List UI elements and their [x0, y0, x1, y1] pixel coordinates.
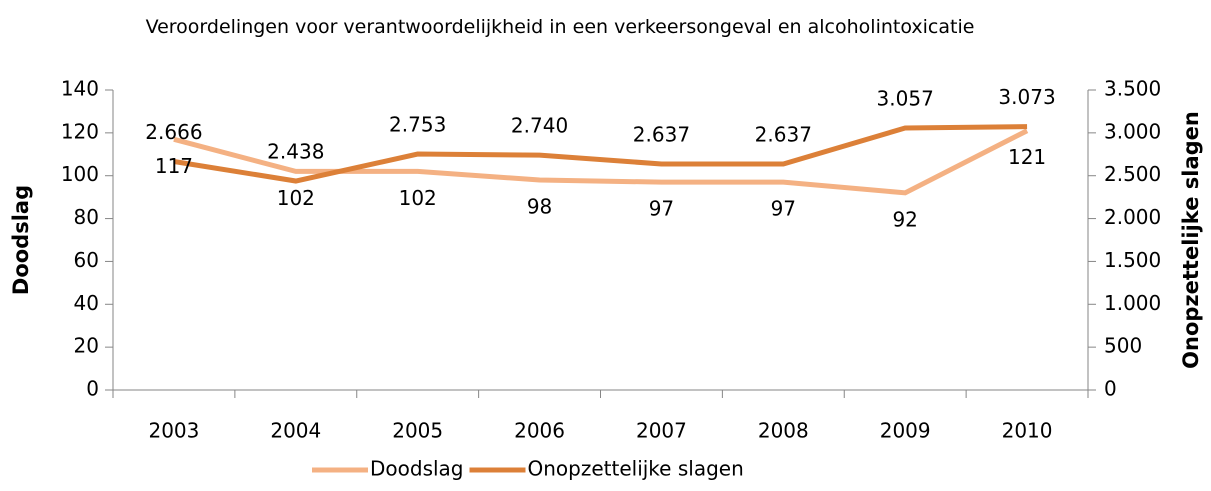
data-label: 2.438	[267, 140, 324, 164]
data-label: 92	[892, 207, 917, 231]
legend-label: Doodslag	[370, 457, 464, 481]
y2-tick-label: 1.000	[1104, 291, 1161, 315]
data-label: 2.637	[633, 122, 690, 146]
x-tick-label: 2004	[270, 419, 321, 443]
y2-tick-label: 2.000	[1104, 205, 1161, 229]
y-tick-label: 0	[86, 377, 99, 401]
y2-tick-label: 1.500	[1104, 248, 1161, 272]
y2-tick-label: 3.500	[1104, 77, 1161, 101]
y2-tick-label: 2.500	[1104, 162, 1161, 186]
y-tick-label: 140	[61, 77, 99, 101]
y2-tick-label: 500	[1104, 334, 1142, 358]
data-label: 2.637	[755, 122, 812, 146]
y-tick-label: 40	[74, 291, 99, 315]
data-label: 97	[771, 197, 796, 221]
y2-tick-label: 0	[1104, 377, 1117, 401]
data-label: 98	[527, 195, 552, 219]
y2-tick-label: 3.000	[1104, 119, 1161, 143]
y-tick-label: 120	[61, 119, 99, 143]
y-tick-label: 20	[74, 334, 99, 358]
y-tick-label: 80	[74, 205, 99, 229]
data-label: 2.666	[145, 120, 202, 144]
x-tick-label: 2008	[758, 419, 809, 443]
data-label: 3.073	[998, 85, 1055, 109]
data-label: 102	[399, 186, 437, 210]
data-label: 97	[649, 197, 674, 221]
data-label: 117	[155, 154, 193, 178]
data-label: 2.740	[511, 114, 568, 138]
data-label: 3.057	[877, 86, 934, 110]
x-tick-label: 2003	[148, 419, 199, 443]
y-axis-title: Doodslag	[9, 185, 33, 295]
data-label: 2.753	[389, 113, 446, 137]
x-tick-label: 2005	[392, 419, 443, 443]
x-tick-label: 2007	[636, 419, 687, 443]
x-tick-label: 2010	[1002, 419, 1053, 443]
y-tick-label: 60	[74, 248, 99, 272]
series-line	[173, 124, 1028, 184]
x-tick-label: 2006	[514, 419, 565, 443]
y2-axis-title: Onopzettelijke slagen	[1179, 111, 1203, 369]
legend-label: Onopzettelijke slagen	[528, 457, 744, 481]
y-tick-label: 100	[61, 162, 99, 186]
x-tick-label: 2009	[880, 419, 931, 443]
chart-title: Veroordelingen voor verantwoordelijkheid…	[145, 16, 975, 38]
data-label: 102	[277, 186, 315, 210]
series-line	[173, 128, 1029, 196]
data-label: 121	[1008, 145, 1046, 169]
